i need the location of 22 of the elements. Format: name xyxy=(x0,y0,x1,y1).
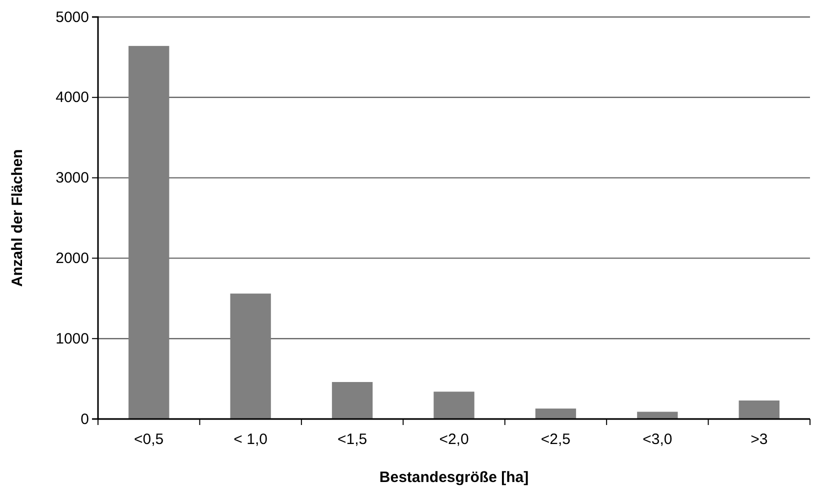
x-tick-label: <2,5 xyxy=(540,431,571,448)
y-tick-label: 2000 xyxy=(56,250,89,267)
x-tick-label: <0,5 xyxy=(134,431,164,448)
x-tick-label: <3,0 xyxy=(642,431,672,448)
y-tick-label: 1000 xyxy=(56,330,89,348)
bar xyxy=(128,46,170,419)
bar xyxy=(637,412,678,419)
x-tick-label: <2,0 xyxy=(439,431,469,448)
y-tick-label: 3000 xyxy=(56,170,89,187)
x-tick-label: >3 xyxy=(750,431,768,448)
y-tick-label: 5000 xyxy=(56,8,89,26)
bar xyxy=(230,294,271,419)
x-tick-label: <1,5 xyxy=(337,431,368,448)
y-tick-label: 0 xyxy=(80,410,89,428)
bar xyxy=(535,408,576,419)
x-tick-label: < 1,0 xyxy=(234,431,268,448)
y-tick-label: 4000 xyxy=(56,89,89,106)
bar xyxy=(434,392,474,419)
x-axis-title: Bestandesgröße [ha] xyxy=(379,469,529,486)
bar xyxy=(738,400,780,419)
y-axis-title: Anzahl der Flächen xyxy=(9,149,26,287)
bar xyxy=(332,382,373,419)
